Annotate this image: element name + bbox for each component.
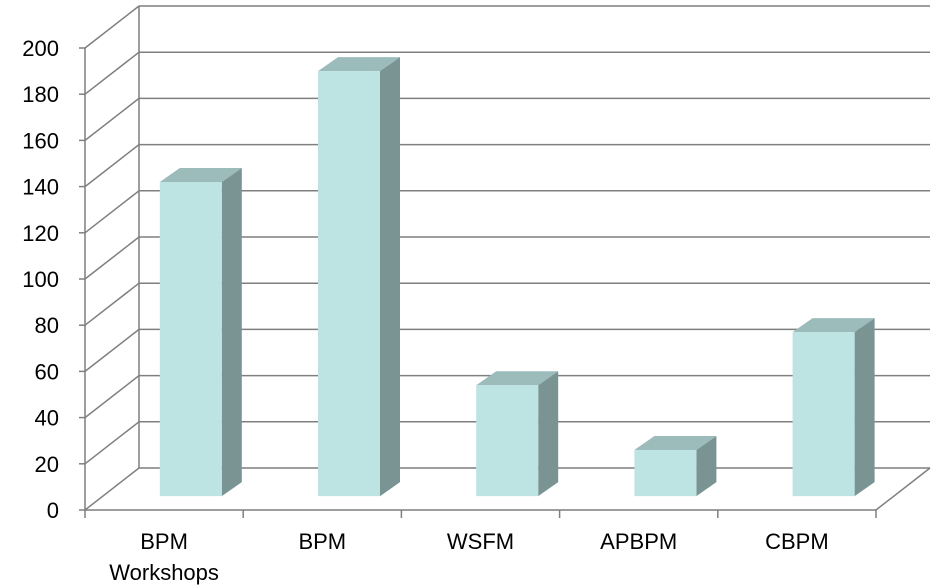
gridline-depth (84, 144, 140, 188)
y-tick-label: 140 (22, 175, 59, 200)
y-tick-label: 0 (47, 498, 59, 523)
y-tick-label: 120 (22, 221, 59, 246)
x-tick-label: BPM (140, 529, 188, 554)
y-tick-label: 180 (22, 82, 59, 107)
gridline-depth (84, 190, 140, 234)
bar-top (476, 371, 559, 386)
bar (634, 449, 697, 497)
floor-right-edge (875, 467, 931, 511)
bar-top (792, 318, 875, 333)
gridline-depth (84, 51, 140, 95)
bar-side (538, 371, 559, 497)
bar-side (696, 435, 717, 497)
y-tick-label: 80 (35, 313, 59, 338)
gridline-depth (84, 328, 140, 372)
gridline-depth (84, 97, 140, 141)
y-tick-label: 200 (22, 36, 59, 61)
x-tick-label: Workshops (109, 560, 219, 585)
y-tick-label: 160 (22, 128, 59, 153)
x-tick-label: CBPM (765, 529, 829, 554)
bar (159, 181, 222, 497)
y-tick-label: 20 (35, 452, 59, 477)
gridline-depth (84, 421, 140, 465)
y-tick-label: 100 (22, 267, 59, 292)
x-tick-label: BPM (298, 529, 346, 554)
gridline-depth (84, 282, 140, 326)
gridline-depth (84, 5, 140, 49)
bar-top (159, 167, 242, 182)
bar-side (221, 167, 242, 497)
y-tick-label: 40 (35, 406, 59, 431)
y-tick-label: 60 (35, 359, 59, 384)
bar (476, 385, 539, 497)
bar-side (380, 57, 400, 497)
gridline-depth (84, 375, 140, 419)
x-tick-label: WSFM (447, 529, 514, 554)
bar (318, 71, 380, 497)
gridline-depth (84, 236, 140, 280)
bar-top (318, 57, 400, 72)
x-tick-label: APBPM (600, 529, 677, 554)
bar (792, 332, 855, 497)
bar-top (634, 435, 717, 450)
bar-side (854, 318, 875, 497)
gridline-depth (84, 467, 140, 511)
